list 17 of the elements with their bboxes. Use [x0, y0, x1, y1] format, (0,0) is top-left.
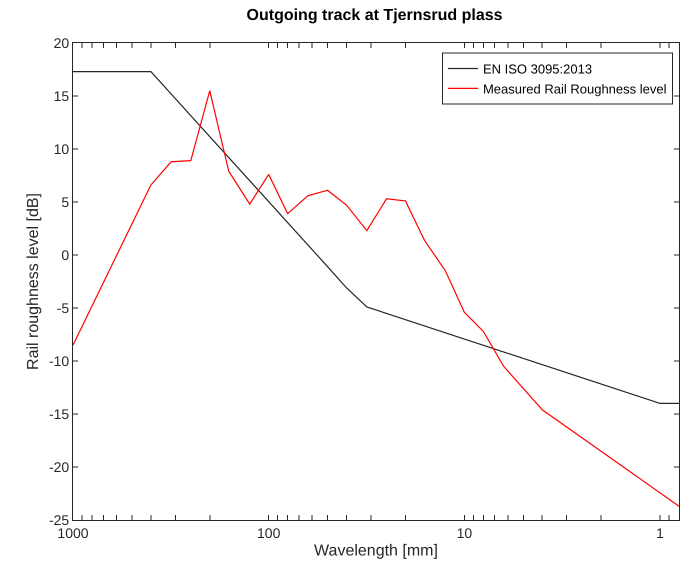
- x-axis-title: Wavelength [mm]: [314, 542, 438, 560]
- y-tick-label: 20: [54, 34, 70, 51]
- legend-label: Measured Rail Roughness level: [482, 81, 667, 96]
- y-tick-label: 5: [61, 194, 70, 210]
- y-tick-label: -10: [48, 352, 70, 369]
- x-tick-label: 100: [257, 524, 281, 541]
- y-tick-label: -20: [48, 458, 70, 475]
- chart-title: Outgoing track at Tjernsrud plass: [246, 6, 503, 24]
- legend-label: EN ISO 3095:2013: [482, 62, 592, 77]
- y-tick-label: -5: [56, 300, 70, 316]
- x-tick-label: 10: [456, 524, 472, 541]
- x-tick-label: 1: [656, 524, 664, 541]
- y-axis-title: Rail roughness level [dB]: [24, 193, 42, 370]
- y-tick-label: 10: [54, 140, 70, 157]
- y-tick-label: -15: [48, 406, 70, 422]
- y-tick-label: 15: [54, 88, 70, 104]
- y-tick-label: 0: [61, 246, 70, 263]
